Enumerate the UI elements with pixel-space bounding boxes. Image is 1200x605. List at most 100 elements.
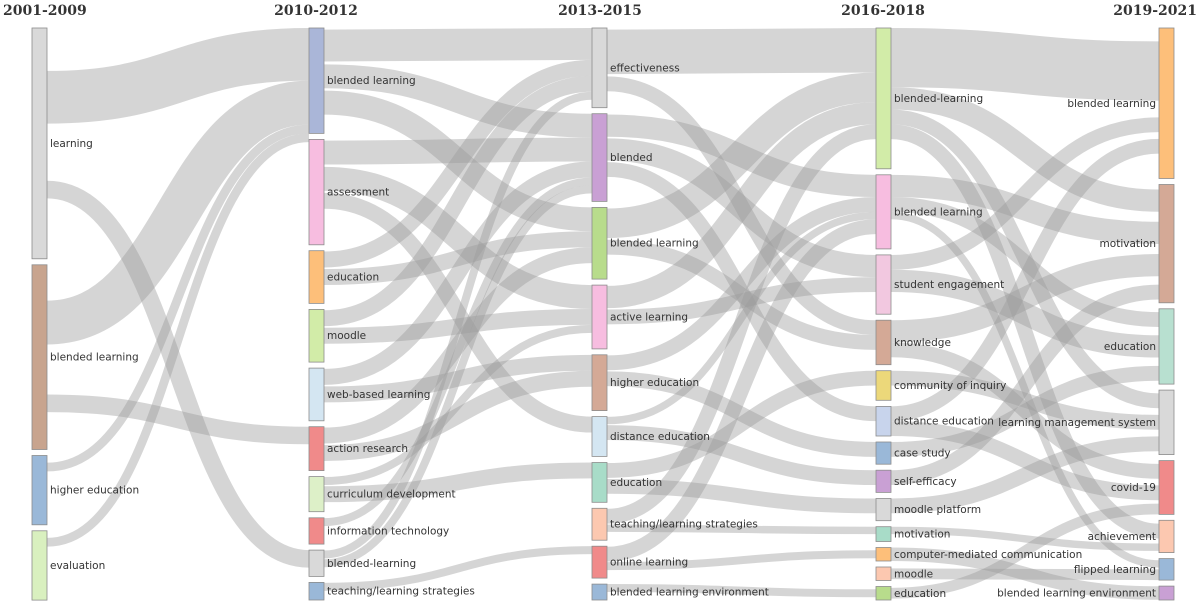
node-p1-education: education (308, 250, 379, 304)
node-p3-moodle-platform: moodle platform (875, 498, 981, 522)
link-p1-teaching-learning-strategies-to-p2-online-learning (323, 546, 593, 591)
node-label-p0-evaluation: evaluation (50, 560, 105, 572)
node-p1-web-based-learning: web-based learning (308, 367, 430, 422)
node-label-p2-active-learning: active learning (610, 312, 688, 324)
period-header-0: 2001-2009 (3, 3, 87, 19)
link-p1-assessment-to-p2-distance-education (323, 192, 593, 433)
node-rect-p4-learning-management-system (1158, 389, 1175, 456)
link-p3-moodle-to-p4-flipped-learning (890, 568, 1160, 581)
node-p1-assessment: assessment (308, 138, 389, 246)
node-p0-higher-education: higher education (31, 455, 139, 526)
link-p1-curriculum-development-to-p2-education (323, 462, 593, 503)
node-rect-p2-distance-education (591, 416, 608, 457)
link-p2-blended-learning-environment-to-p3-education (606, 584, 877, 598)
link-p2-active-learning-to-p3-student-engagement (606, 277, 877, 325)
period-headers: 2001-2009 2010-2012 2013-2015 2016-2018 … (3, 3, 1197, 19)
node-p3-community-of-inquiry: community of inquiry (875, 370, 1006, 401)
link-p3-blended-learning-to-p4-flipped-learning (890, 211, 1160, 568)
node-rect-p2-effectiveness (591, 27, 608, 109)
node-rect-p4-achievement (1158, 519, 1175, 553)
link-p2-effectiveness-to-p3-blended-learning-2 (606, 28, 877, 75)
node-rect-p3-moodle-platform (875, 498, 892, 522)
node-label-p0-blended-learning: blended learning (50, 352, 139, 364)
link-p3-blended-learning-2-to-p4-blended-learning (890, 28, 1160, 101)
node-p1-teaching-learning-strategies: teaching/learning strategies (308, 582, 475, 601)
node-rect-p1-blended-learning-2 (308, 549, 325, 577)
link-p2-online-learning-to-p3-blended-learning (606, 219, 877, 562)
node-p1-blended-learning: blended learning (308, 27, 416, 134)
node-label-p3-knowledge: knowledge (894, 337, 951, 349)
node-p3-case-study: case study (875, 441, 951, 465)
node-rect-p2-active-learning (591, 284, 608, 350)
node-rect-p3-blended-learning-2 (875, 27, 892, 170)
node-label-p1-information-technology: information technology (327, 525, 449, 537)
link-p3-blended-learning-2-to-p4-motivation (890, 87, 1160, 212)
node-p3-knowledge: knowledge (875, 319, 951, 366)
node-label-p4-covid-19: covid-19 (1111, 482, 1156, 494)
node-rect-p3-motivation (875, 526, 892, 542)
link-p2-blended-to-p3-student-engagement (606, 138, 877, 278)
link-p3-blended-learning-2-to-p4-learning-management-system (890, 109, 1160, 409)
link-p2-distance-education-to-p3-self-efficacy (606, 425, 877, 486)
link-p2-distance-education-to-p3-blended-learning (606, 211, 877, 425)
node-rect-p3-knowledge (875, 319, 892, 366)
period-header-3: 2016-2018 (841, 3, 925, 19)
node-p1-action-research: action research (308, 426, 408, 472)
node-p0-blended-learning: blended learning (31, 264, 139, 450)
node-label-p1-moodle: moodle (327, 330, 366, 342)
node-label-p3-motivation: motivation (894, 529, 950, 541)
node-label-p4-learning-management-system: learning management system (998, 417, 1156, 429)
link-p2-blended-learning-to-p3-blended-learning-2 (606, 72, 877, 239)
node-rect-p3-blended-learning (875, 174, 892, 250)
node-p1-moodle: moodle (308, 308, 366, 363)
node-label-p2-effectiveness: effectiveness (610, 62, 680, 74)
link-p2-blended-learning-to-p3-knowledge (606, 239, 877, 350)
node-p2-higher-education: higher education (591, 354, 699, 411)
node-p4-covid-19: covid-19 (1111, 460, 1175, 515)
node-rect-p1-blended-learning (308, 27, 325, 134)
node-rect-p4-covid-19 (1158, 460, 1175, 515)
node-rect-p1-web-based-learning (308, 367, 325, 422)
link-p3-case-study-to-p4-education (890, 365, 1160, 457)
link-p2-effectiveness-to-p3-knowledge (606, 76, 877, 336)
node-label-p4-flipped-learning: flipped learning (1074, 564, 1156, 576)
node-rect-p1-curriculum-development (308, 476, 325, 513)
node-label-p2-education: education (610, 477, 662, 489)
node-label-p0-higher-education: higher education (50, 485, 139, 497)
link-p3-knowledge-to-p4-covid-19 (890, 342, 1160, 479)
node-rect-p0-evaluation (31, 530, 48, 601)
node-label-p3-blended-learning: blended learning (894, 206, 983, 218)
link-p3-student-engagement-to-p4-blended-learning (890, 117, 1160, 270)
node-label-p3-computer-mediated-communication: computer-mediated communication (894, 549, 1082, 561)
node-rect-p2-education (591, 462, 608, 503)
node-label-p0-learning: learning (50, 138, 93, 150)
link-p3-blended-learning-2-to-p4-achievement (890, 124, 1160, 539)
node-p3-moodle: moodle (875, 566, 933, 581)
link-p1-action-research-to-p2-higher-education (323, 370, 593, 462)
node-rect-p1-moodle (308, 308, 325, 363)
period-header-4: 2019-2021 (1113, 3, 1197, 19)
node-p1-curriculum-development: curriculum development (308, 476, 456, 513)
node-label-p1-blended-learning-2: blended-learning (327, 558, 416, 570)
link-p1-education-to-p2-blended-learning (323, 231, 593, 286)
node-rect-p4-motivation (1158, 184, 1175, 304)
node-p3-student-engagement: student engagement (875, 254, 1004, 315)
node-p3-blended-learning: blended learning (875, 174, 983, 250)
node-label-p3-education: education (894, 588, 946, 600)
node-p3-blended-learning-2: blended-learning (875, 27, 983, 170)
link-p1-assessment-to-p2-blended (323, 137, 593, 165)
node-rect-p4-flipped-learning (1158, 558, 1175, 581)
node-p3-motivation: motivation (875, 526, 950, 542)
link-p1-blended-learning-2-to-p2-effectiveness (323, 91, 593, 559)
node-rect-p3-student-engagement (875, 254, 892, 315)
link-p2-active-learning-to-p3-blended-learning-2 (606, 102, 877, 309)
node-label-p1-education: education (327, 272, 379, 284)
node-rect-p1-assessment (308, 138, 325, 246)
link-p2-blended-to-p3-distance-education (606, 162, 877, 422)
node-p3-self-efficacy: self-efficacy (875, 469, 957, 493)
node-p2-teaching-learning-strategies: teaching/learning strategies (591, 507, 758, 541)
node-label-p2-distance-education: distance education (610, 431, 710, 443)
link-p3-self-efficacy-to-p4-motivation (890, 284, 1160, 486)
link-p3-motivation-to-p4-achievement (890, 526, 1160, 551)
